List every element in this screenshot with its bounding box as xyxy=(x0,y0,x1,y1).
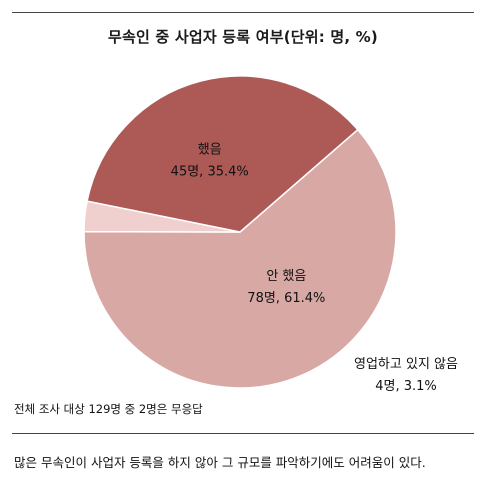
pie-slice-3 xyxy=(86,75,359,233)
pie-slice-1 xyxy=(83,128,397,389)
footnote: 전체 조사 대상 129명 중 2명은 무응답 xyxy=(14,402,203,416)
slice-name-label-3: 했음 xyxy=(198,142,222,158)
slice-value-label-1: 78명, 61.4% xyxy=(247,291,325,306)
slice-name-label-2: 영업하고 있지 않음 xyxy=(354,357,458,372)
slice-value-label-3: 45명, 35.4% xyxy=(171,165,249,180)
slice-name-label-1: 안 했음 xyxy=(266,268,306,284)
caption-divider xyxy=(12,433,474,434)
chart-title: 무속인 중 사업자 등록 여부(단위: 명, %) xyxy=(108,28,378,46)
slice-value-label-2: 4명, 3.1% xyxy=(375,379,437,394)
top-divider xyxy=(12,12,474,13)
caption: 많은 무속인이 사업자 등록을 하지 않아 그 규모를 파악하기에도 어려움이 … xyxy=(14,455,426,470)
